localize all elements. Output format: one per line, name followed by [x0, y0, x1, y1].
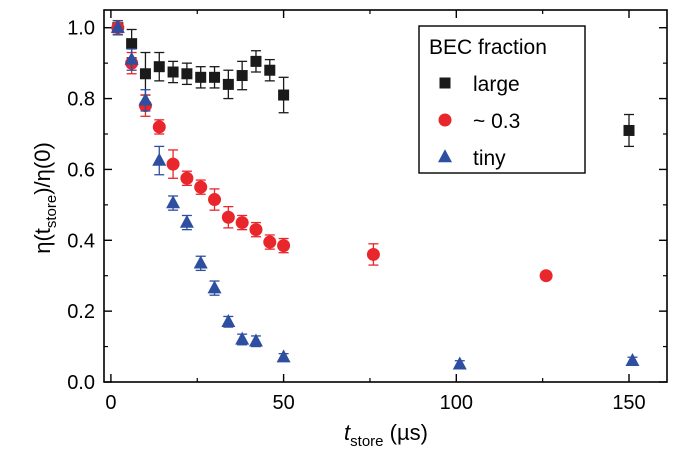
data-point-triangle [124, 51, 139, 65]
y-axis-title-part1: η(t [30, 228, 55, 254]
y-tick-label: 0.2 [67, 301, 95, 323]
x-axis-title-unit: (µs) [384, 420, 428, 445]
y-tick-label: 0.0 [67, 372, 95, 394]
legend-marker-square [439, 77, 451, 89]
data-point-triangle [166, 195, 181, 209]
data-point-square [167, 66, 179, 78]
legend-marker-circle [438, 113, 452, 127]
x-tick-label: 150 [612, 392, 645, 414]
data-point-triangle [221, 313, 236, 327]
data-point-triangle [193, 255, 208, 269]
data-point-circle [152, 120, 166, 134]
data-point-circle [263, 235, 277, 249]
legend-label: large [473, 73, 520, 96]
data-point-triangle [276, 349, 291, 363]
legend-box [418, 25, 586, 174]
data-point-square [264, 64, 276, 76]
data-point-square [278, 89, 290, 101]
data-point-triangle [138, 92, 153, 106]
data-point-square [195, 71, 207, 83]
y-tick-label: 0.4 [67, 230, 95, 252]
series-triangle [110, 19, 640, 370]
axis-ticks: 0 50 100 150 0.0 0.2 0.4 0.6 0.8 1.0 [67, 10, 667, 414]
data-point-square [126, 38, 138, 50]
data-point-square [139, 68, 151, 80]
legend-label: tiny [473, 147, 506, 170]
data-point-square [623, 124, 635, 136]
data-point-circle [221, 210, 235, 224]
series-square [112, 19, 635, 148]
data-point-square [153, 61, 165, 73]
data-point-square [250, 55, 262, 67]
y-tick-label: 0.6 [67, 159, 95, 181]
series-circle [111, 19, 553, 283]
x-tick-label: 100 [440, 392, 473, 414]
x-axis-title-main: t [344, 420, 351, 445]
data-point-square [236, 70, 248, 82]
y-axis-title: η(tstore)/η(0) [30, 142, 60, 254]
legend-title: BEC fraction [429, 36, 547, 59]
data-point-circle [208, 193, 222, 207]
x-tick-label: 0 [105, 392, 116, 414]
legend-items: large ~ 0.3 tiny [438, 73, 520, 170]
data-point-circle [539, 269, 553, 283]
data-point-triangle [452, 356, 467, 370]
data-point-circle [249, 223, 263, 237]
data-point-circle [180, 171, 194, 185]
y-axis-title-part2: )/η(0) [30, 142, 55, 195]
data-point-triangle [235, 331, 250, 345]
x-axis-title: tstore (µs) [344, 420, 428, 450]
x-tick-label: 50 [272, 392, 294, 414]
legend-label: ~ 0.3 [473, 110, 520, 133]
data-point-triangle [152, 152, 167, 166]
data-point-triangle [110, 19, 125, 33]
x-axis-title-subscript: store [350, 433, 383, 450]
data-point-triangle [179, 214, 194, 228]
y-axis-title-subscript: store [43, 195, 60, 228]
data-point-square [222, 78, 234, 90]
data-point-circle [235, 216, 249, 230]
data-point-circle [166, 157, 180, 171]
data-point-circle [277, 239, 291, 253]
data-point-square [181, 68, 193, 80]
data-point-triangle [248, 333, 263, 347]
plot-frame [103, 9, 668, 383]
data-point-triangle [207, 280, 222, 294]
y-tick-label: 0.8 [67, 89, 95, 111]
data-point-triangle [625, 352, 640, 366]
series-layer [110, 19, 640, 370]
data-point-circle [194, 180, 208, 194]
data-point-circle [366, 247, 380, 261]
data-point-square [209, 71, 221, 83]
y-tick-label: 1.0 [67, 18, 95, 40]
legend-marker-triangle [438, 149, 452, 163]
legend: BEC fraction large ~ 0.3 tiny [418, 25, 586, 174]
